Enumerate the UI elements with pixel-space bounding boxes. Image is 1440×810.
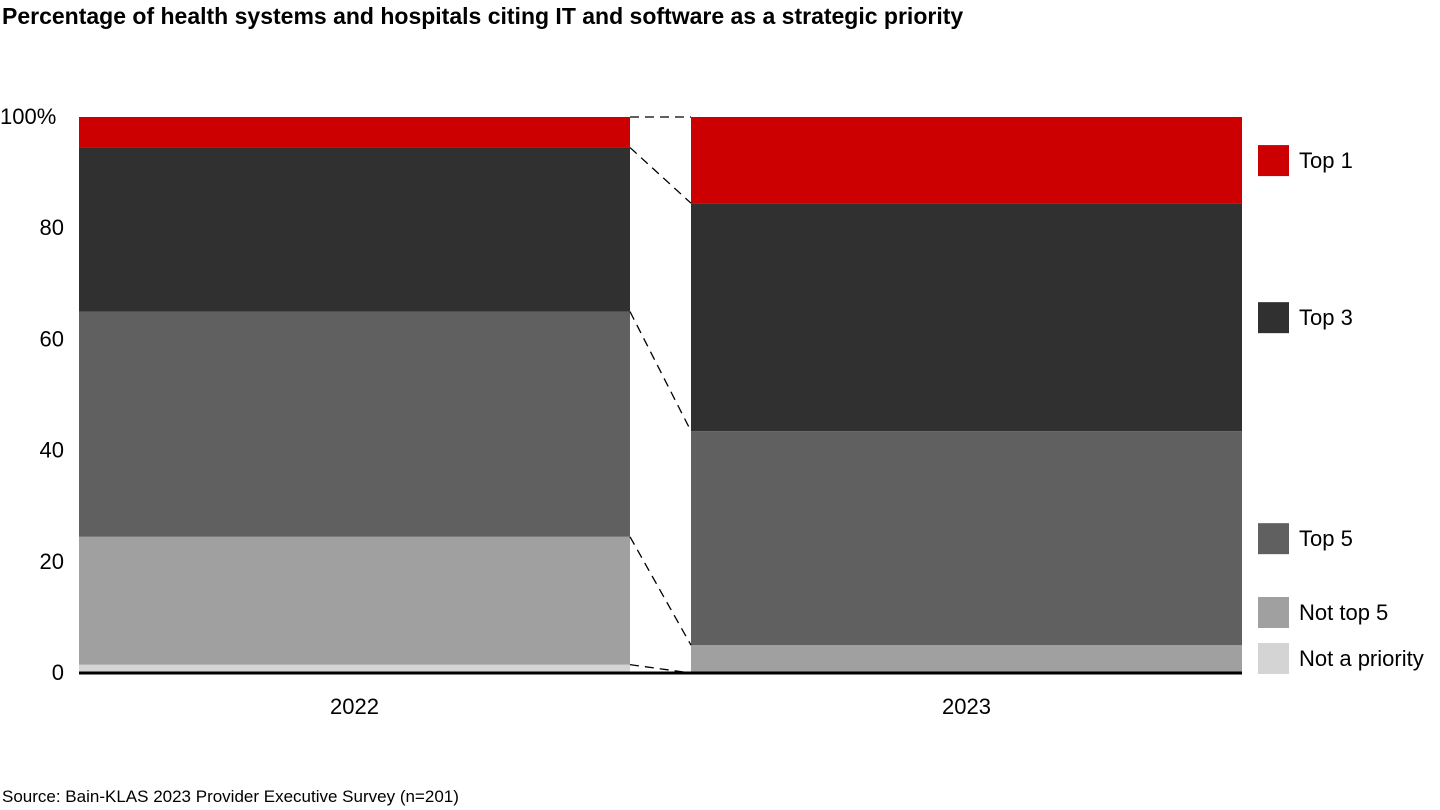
legend-swatch bbox=[1258, 597, 1289, 628]
connector-line bbox=[629, 147, 692, 204]
y-tick-label: 60 bbox=[40, 326, 64, 351]
legend: Not a priority Not top 5 Top 5 Top 3 Top 1 bbox=[1258, 145, 1424, 674]
axes: 0 20 40 60 80 100% 2022 2023 bbox=[0, 104, 1242, 719]
x-tick-label: 2022 bbox=[330, 694, 379, 719]
source-note: Source: Bain-KLAS 2023 Provider Executiv… bbox=[2, 787, 459, 806]
bar-segment-2022-top-1 bbox=[79, 117, 630, 148]
legend-swatch bbox=[1258, 145, 1289, 177]
legend-label: Top 3 bbox=[1299, 305, 1353, 330]
y-tick-label: 20 bbox=[40, 549, 64, 574]
connector-line bbox=[629, 311, 692, 432]
bar-segment-2022-top-5 bbox=[79, 311, 630, 537]
x-tick-label: 2023 bbox=[942, 694, 991, 719]
y-tick-label: 0 bbox=[52, 660, 64, 685]
connector-line bbox=[629, 536, 692, 646]
chart-title: Percentage of health systems and hospita… bbox=[2, 3, 964, 29]
y-tick-label: 100% bbox=[0, 104, 56, 129]
bar-segment-2023-top-1 bbox=[691, 117, 1242, 204]
connector-lines bbox=[629, 116, 692, 674]
bars-layer bbox=[79, 117, 1242, 673]
y-tick-label: 40 bbox=[40, 438, 64, 463]
legend-swatch bbox=[1258, 643, 1289, 674]
bar-segment-2023-top-3 bbox=[691, 203, 1242, 432]
legend-label: Not a priority bbox=[1299, 646, 1424, 671]
legend-label: Not top 5 bbox=[1299, 600, 1388, 625]
legend-label: Top 5 bbox=[1299, 526, 1353, 551]
bar-segment-2022-top-3 bbox=[79, 147, 630, 312]
legend-label: Top 1 bbox=[1299, 148, 1353, 173]
bar-segment-2022-not-top-5 bbox=[79, 536, 630, 665]
bar-segment-2022-not-a-priority bbox=[79, 664, 630, 673]
legend-swatch bbox=[1258, 302, 1289, 334]
legend-swatch bbox=[1258, 523, 1289, 555]
bar-segment-2023-not-top-5 bbox=[691, 645, 1242, 673]
bar-segment-2023-top-5 bbox=[691, 431, 1242, 646]
y-tick-label: 80 bbox=[40, 215, 64, 240]
